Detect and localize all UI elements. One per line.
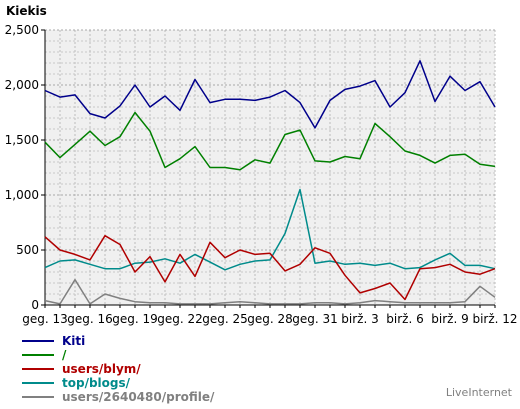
x-tick-label: geg. 19: [112, 312, 158, 326]
y-tick-label: 500: [16, 243, 39, 257]
x-tick-label: geg. 13: [22, 312, 68, 326]
legend-swatch: [22, 368, 54, 370]
x-tick-label: geg. 31: [292, 312, 338, 326]
x-tick-label: birž. 6: [386, 312, 423, 326]
series-line-4: [44, 278, 496, 305]
brand-label: LiveInternet: [445, 386, 512, 399]
x-tick-label: birž. 9: [431, 312, 468, 326]
legend-item: top/blogs/: [22, 376, 214, 390]
y-tick-label: 2,000: [5, 78, 39, 92]
series-line-3: [44, 188, 496, 271]
x-tick-label: geg. 28: [247, 312, 293, 326]
legend-swatch: [22, 340, 54, 342]
x-tick-label: birž. 3: [341, 312, 378, 326]
series-line-0: [44, 60, 496, 129]
chart-title: Kiekis: [6, 4, 47, 18]
x-tick-label: geg. 22: [157, 312, 203, 326]
y-tick-label: 1,500: [5, 133, 39, 147]
legend-swatch: [22, 382, 54, 384]
x-tick-label: geg. 16: [67, 312, 113, 326]
legend-item: users/blym/: [22, 362, 214, 376]
y-tick-label: 1,000: [5, 188, 39, 202]
x-tick-label: birž. 12: [472, 312, 517, 326]
legend: Kiti / users/blym/top/blogs/users/2640480/…: [22, 334, 214, 404]
legend-label: /: [62, 348, 67, 362]
legend-item: /: [22, 348, 214, 362]
series-line-1: [44, 111, 496, 171]
x-tick-label: geg. 25: [202, 312, 248, 326]
legend-label: top/blogs/: [62, 376, 131, 390]
legend-item: users/2640480/profile/: [22, 390, 214, 404]
y-tick-label: 0: [31, 298, 39, 312]
legend-label: users/blym/: [62, 362, 141, 376]
y-tick-label: 2,500: [5, 23, 39, 37]
legend-label: users/2640480/profile/: [62, 390, 215, 404]
legend-label: Kiti: [62, 334, 86, 348]
legend-item: Kiti: [22, 334, 214, 348]
series-line-2: [44, 234, 496, 301]
legend-swatch: [22, 396, 54, 398]
legend-swatch: [22, 354, 54, 356]
